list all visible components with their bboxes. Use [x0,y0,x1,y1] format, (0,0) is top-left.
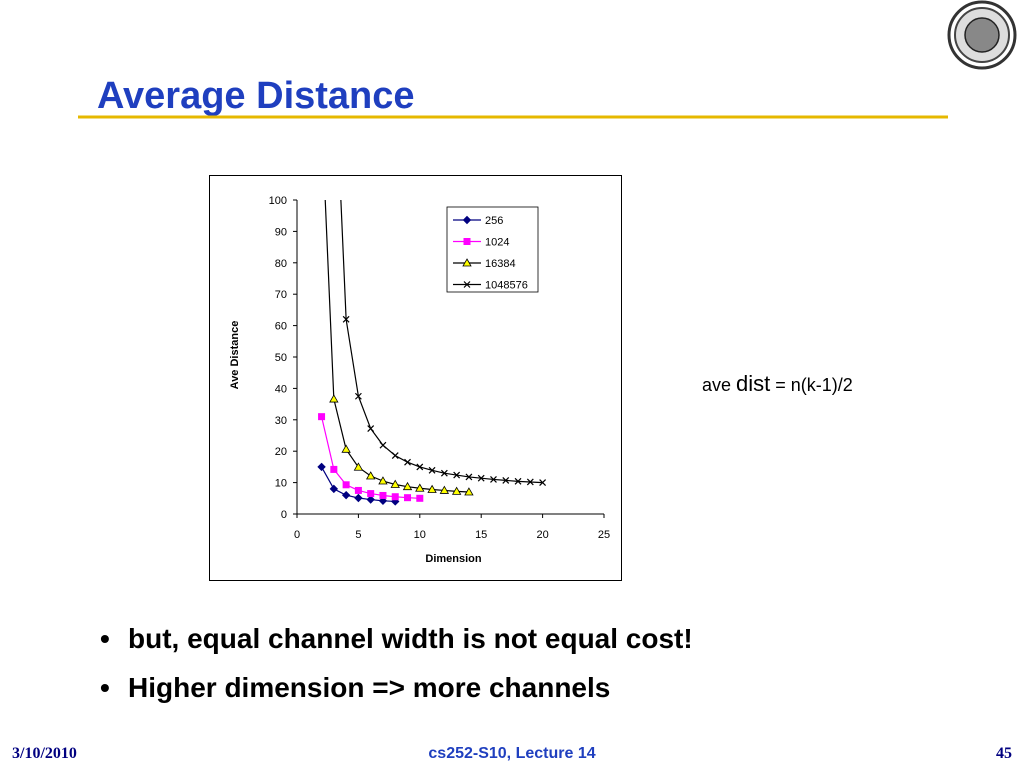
annotation: ave dist = n(k-1)/2 [702,371,853,396]
marker [465,473,473,481]
marker [354,392,362,400]
slide-title: Average Distance [97,75,415,117]
footer-date: 3/10/2010 [12,745,77,762]
marker [367,490,375,498]
marker [453,471,461,479]
annotation-part: dist [736,371,770,396]
legend-marker [463,238,471,245]
footer-page: 45 [996,745,1012,762]
annotation-part: ave [702,375,736,395]
marker [342,481,350,489]
marker [378,476,388,485]
y-tick-label: 10 [275,478,287,490]
marker [379,441,387,449]
marker [341,444,351,453]
x-axis-label: Dimension [425,553,482,565]
marker [451,486,462,495]
marker [539,479,547,487]
legend-label: 1024 [485,237,509,249]
legend-marker [463,281,471,288]
y-tick-label: 60 [275,321,287,333]
marker [318,413,326,421]
marker [404,494,412,502]
y-tick-label: 80 [275,258,287,270]
logo [947,0,1017,70]
marker [391,452,399,460]
y-tick-label: 0 [281,509,287,521]
x-tick-label: 25 [598,529,610,541]
marker [366,495,375,504]
marker [526,478,534,486]
x-tick-label: 20 [536,529,548,541]
marker [416,463,424,471]
y-tick-label: 50 [275,352,287,364]
bullet: Higher dimension => more channels [128,672,610,703]
marker [367,425,375,433]
marker [365,471,376,480]
legend-label: 256 [485,215,503,227]
marker [477,474,485,482]
legend-label: 16384 [485,258,516,270]
marker [354,493,363,503]
legend-label: 1048576 [485,280,528,292]
marker [415,483,425,492]
chart-frame [209,175,622,581]
marker [341,490,351,500]
marker [439,485,450,494]
x-tick-label: 0 [294,529,300,541]
series-line [340,200,543,484]
marker [390,479,400,488]
marker [428,466,436,474]
y-tick-label: 40 [275,383,287,395]
bullet-dot: • [100,623,110,654]
bullet-dot: • [100,672,110,703]
annotation-part: = n(k-1)/2 [770,375,853,395]
marker [440,469,448,477]
plot-area [317,37,547,506]
marker [464,487,474,496]
marker [353,462,364,471]
legend [446,206,539,293]
marker [342,315,350,323]
y-tick-label: 30 [275,415,287,427]
marker [391,493,399,501]
bullet: but, equal channel width is not equal co… [128,623,693,654]
marker [502,476,510,484]
y-axis-label: Ave Distance [229,321,241,390]
marker [330,465,338,473]
y-tick-label: 70 [275,289,287,301]
marker [490,476,497,483]
marker [404,458,411,466]
marker [354,486,362,494]
x-tick-label: 5 [355,529,361,541]
marker [329,394,339,403]
y-tick-label: 100 [269,195,287,207]
y-tick-label: 90 [275,226,287,238]
x-tick-label: 10 [414,529,426,541]
marker [317,462,326,472]
marker [514,477,522,485]
marker [427,484,437,493]
marker [416,494,424,502]
footer-course: cs252-S10, Lecture 14 [428,745,595,762]
x-tick-label: 15 [475,529,487,541]
marker [329,484,339,494]
marker [378,496,388,506]
legend-marker [462,258,472,267]
marker [331,37,337,43]
marker [402,481,413,491]
y-tick-label: 20 [275,446,287,458]
legend-marker [462,215,472,225]
marker [379,491,387,499]
